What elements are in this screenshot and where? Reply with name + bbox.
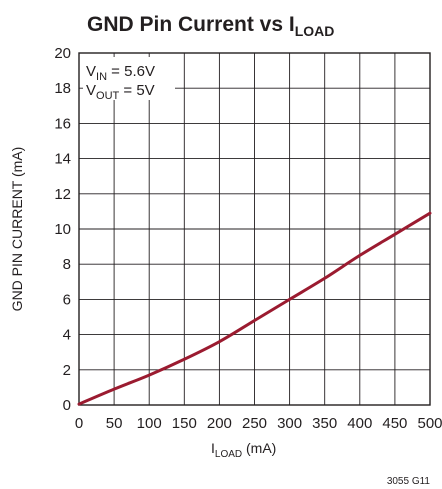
y-tick-label-8: 16 — [54, 115, 71, 132]
x-tick-label-7: 350 — [312, 415, 337, 432]
y-tick-label-1: 2 — [63, 362, 71, 379]
x-tick-label-5: 250 — [242, 415, 267, 432]
y-tick-label-6: 12 — [54, 186, 71, 203]
x-tick-label-9: 450 — [382, 415, 407, 432]
y-tick-label-2: 4 — [63, 327, 71, 344]
y-axis-label: GND PIN CURRENT (mA) — [9, 147, 25, 312]
y-tick-label-7: 14 — [54, 151, 71, 168]
series-group — [77, 211, 432, 406]
y-tick-label-3: 6 — [63, 291, 71, 308]
plot-frame — [78, 52, 431, 406]
y-tick-label-9: 18 — [54, 80, 71, 97]
x-tick-label-4: 200 — [207, 415, 232, 432]
x-tick-label-1: 50 — [106, 415, 123, 432]
y-tick-label-10: 20 — [54, 45, 71, 62]
x-axis-label: ILOAD (mA) — [211, 440, 276, 460]
figure-id: 3055 G11 — [387, 476, 431, 487]
y-tick-label-4: 8 — [63, 256, 71, 273]
y-tick-labels: 0 2 4 6 8 10 12 14 16 18 20 — [54, 45, 71, 414]
y-tick-label-5: 10 — [54, 221, 71, 238]
annotation-vin: VIN = 5.6V — [86, 63, 155, 83]
x-tick-label-8: 400 — [347, 415, 372, 432]
x-tick-label-2: 100 — [137, 415, 162, 432]
x-tick-label-3: 150 — [172, 415, 197, 432]
x-tick-label-0: 0 — [75, 415, 83, 432]
grid — [78, 52, 431, 406]
annotation-background — [83, 57, 175, 100]
series-line-0 — [77, 211, 432, 406]
x-tick-labels: 0 50 100 150 200 250 300 350 400 450 500 — [75, 415, 442, 432]
annotation-vout: VOUT = 5V — [86, 82, 155, 102]
x-tick-label-6: 300 — [277, 415, 302, 432]
chart-title: GND Pin Current vs ILOAD — [87, 13, 334, 39]
y-tick-label-0: 0 — [63, 397, 71, 414]
x-tick-label-10: 500 — [417, 415, 442, 432]
